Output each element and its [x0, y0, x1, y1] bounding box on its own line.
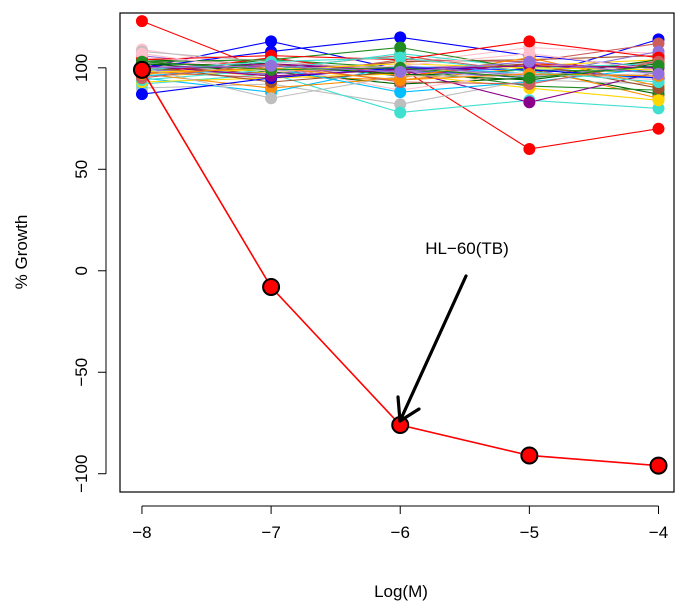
background-series-point	[135, 15, 148, 28]
background-series-point	[394, 65, 407, 78]
background-series-point	[265, 59, 278, 72]
background-series-point	[265, 35, 278, 48]
x-tick-label: −8	[132, 523, 151, 542]
x-tick-label: −5	[520, 523, 539, 542]
background-series-point	[265, 92, 278, 105]
y-tick-label: 100	[72, 54, 91, 82]
background-series-point	[652, 67, 665, 80]
y-tick-label: −50	[72, 358, 91, 387]
plot-frame	[119, 12, 675, 493]
x-tick-label: −6	[391, 523, 410, 542]
y-tick-label: −100	[72, 455, 91, 493]
background-series-point	[523, 55, 536, 68]
background-series-point	[394, 41, 407, 54]
x-tick-label: −7	[261, 523, 280, 542]
background-series-point	[394, 31, 407, 44]
y-tick-label: 0	[72, 266, 91, 275]
annotation-label: HL−60(TB)	[425, 239, 509, 258]
highlight-series-point	[520, 446, 539, 465]
x-tick-label: −4	[649, 523, 668, 542]
x-axis-title: Log(M)	[374, 582, 428, 601]
x-axis: −8 −7 −6 −5 −4	[132, 505, 668, 542]
highlight-series-point	[132, 60, 151, 79]
highlight-series	[132, 60, 668, 475]
background-series-point	[652, 94, 665, 107]
background-series-point	[394, 51, 407, 64]
y-axis-title: % Growth	[12, 215, 31, 290]
highlight-series-point	[649, 456, 668, 475]
annotation: HL−60(TB)	[396, 239, 509, 423]
background-series-point	[523, 71, 536, 84]
background-series-point	[523, 142, 536, 155]
background-series-point	[135, 88, 148, 101]
y-tick-label: 50	[72, 160, 91, 179]
y-axis: 100 50 0 −50 −100	[72, 54, 107, 493]
background-series-point	[394, 106, 407, 119]
background-series-points	[135, 15, 665, 155]
background-series-point	[394, 86, 407, 99]
background-series-point	[523, 96, 536, 109]
background-series-point	[523, 35, 536, 48]
background-series-point	[652, 122, 665, 135]
annotation-arrow-head	[396, 395, 421, 423]
annotation-arrow-shaft	[398, 274, 468, 423]
highlight-series-point	[262, 278, 281, 297]
